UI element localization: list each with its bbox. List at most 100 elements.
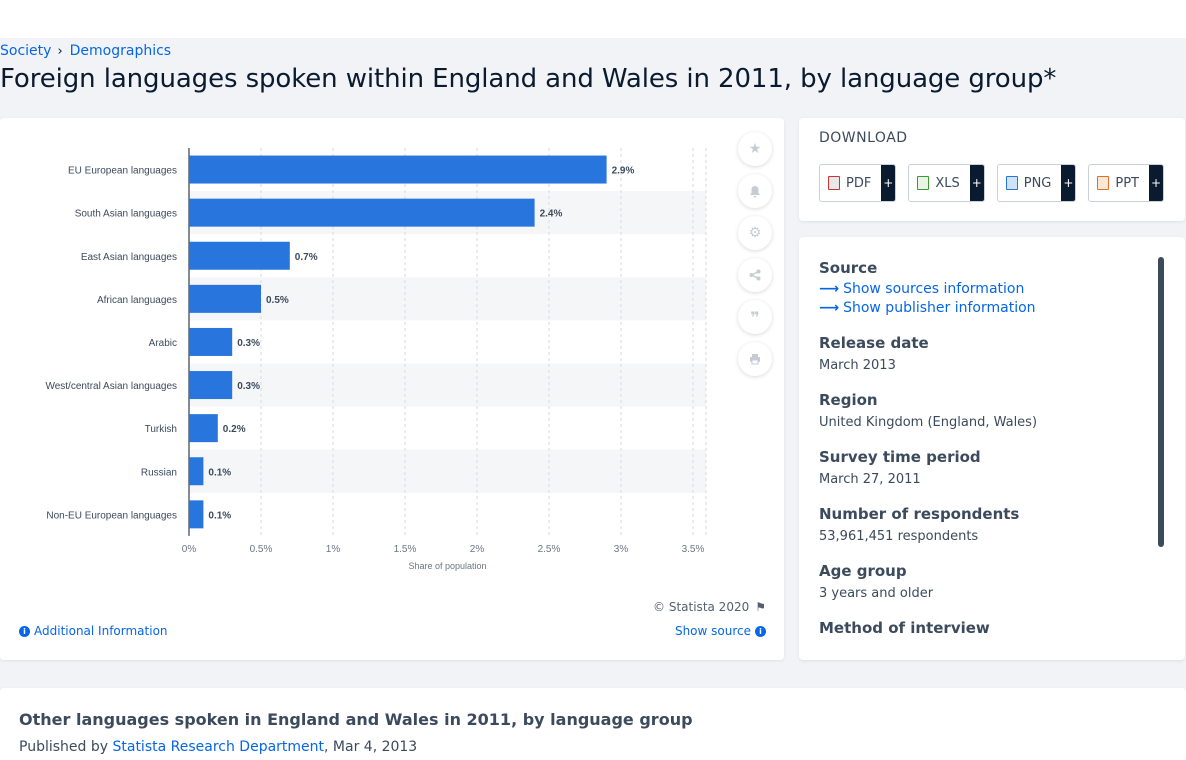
- bar: [189, 155, 607, 184]
- gear-icon[interactable]: ⚙: [738, 216, 772, 250]
- data-label: 0.3%: [237, 338, 260, 349]
- x-tick-label: 3%: [614, 544, 629, 555]
- category-label: South Asian languages: [75, 209, 177, 220]
- download-xls-button[interactable]: XLS +: [908, 164, 985, 202]
- category-label: Turkish: [145, 424, 177, 435]
- survey-period-label: Survey time period: [819, 448, 981, 466]
- info-icon: i: [19, 625, 30, 637]
- bar: [189, 241, 290, 270]
- respondents-value: 53,961,451 respondents: [819, 529, 979, 544]
- top-bar: [0, 0, 1186, 38]
- region-value: United Kingdom (England, Wales): [819, 415, 1038, 430]
- category-label: East Asian languages: [81, 252, 177, 263]
- respondents-section: Number of respondents 53,961,451 respond…: [819, 505, 1149, 544]
- star-icon[interactable]: ★: [738, 132, 772, 166]
- data-label: 0.2%: [223, 424, 246, 435]
- download-png-button[interactable]: PNG +: [996, 164, 1077, 202]
- show-publisher-label: Show publisher information: [843, 300, 1036, 316]
- bar: [189, 457, 204, 486]
- bell-icon[interactable]: [738, 174, 772, 208]
- data-label: 0.1%: [208, 510, 231, 521]
- copyright-text: © Statista 2020: [653, 600, 750, 614]
- info-list: Source ⟶ Show sources information ⟶ Show…: [819, 259, 1149, 655]
- x-tick-label: 2.5%: [538, 544, 561, 555]
- plus-icon: +: [1061, 165, 1076, 201]
- chart-tools: ★ ⚙ ❞: [738, 132, 772, 384]
- survey-period-section: Survey time period March 27, 2011: [819, 448, 1149, 487]
- show-source-link[interactable]: Show source i: [675, 624, 766, 638]
- x-tick-label: 0.5%: [250, 544, 273, 555]
- data-label: 0.1%: [208, 467, 231, 478]
- region-label: Region: [819, 391, 878, 409]
- age-group-label: Age group: [819, 562, 907, 580]
- x-tick-label: 3.5%: [682, 544, 705, 555]
- xls-label: XLS: [935, 175, 960, 191]
- release-date-value: March 2013: [819, 358, 896, 373]
- category-label: EU European languages: [68, 166, 177, 177]
- category-label: Russian: [141, 467, 177, 478]
- download-card: DOWNLOAD PDF + XLS + PNG + PPT +: [799, 118, 1185, 221]
- row-band: [189, 277, 706, 321]
- release-date-label: Release date: [819, 334, 929, 352]
- row-band: [189, 363, 706, 407]
- method-label: Method of interview: [819, 619, 990, 637]
- scrollbar[interactable]: [1158, 257, 1164, 547]
- age-group-value: 3 years and older: [819, 586, 934, 601]
- download-ppt-button[interactable]: PPT +: [1088, 164, 1164, 202]
- breadcrumb-demographics[interactable]: Demographics: [69, 43, 172, 59]
- ppt-label: PPT: [1115, 175, 1139, 191]
- share-icon[interactable]: [738, 258, 772, 292]
- chart-card: 0% 0.5% 1% 1.5% 2% 2.5% 3% 3.5% EU European lang…: [0, 118, 784, 660]
- x-tick-label: 1.5%: [394, 544, 417, 555]
- category-label: Non-EU European languages: [46, 510, 177, 521]
- plus-icon: +: [1149, 165, 1163, 201]
- age-group-section: Age group 3 years and older: [819, 562, 1149, 601]
- x-tick-label: 2%: [470, 544, 485, 555]
- additional-information-link[interactable]: i Additional Information: [19, 624, 168, 638]
- breadcrumb-society[interactable]: Society: [0, 43, 52, 59]
- category-label: Arabic: [149, 338, 177, 349]
- flag-icon[interactable]: ⚑: [755, 600, 766, 614]
- show-sources-label: Show sources information: [843, 281, 1025, 297]
- method-section: Method of interview: [819, 619, 1149, 637]
- page-title: Foreign languages spoken within England …: [0, 64, 1057, 94]
- arrow-right-icon: ⟶: [819, 300, 840, 316]
- xls-file-icon: [917, 176, 930, 190]
- download-title: DOWNLOAD: [819, 130, 908, 146]
- source-label: Source: [819, 259, 878, 277]
- print-icon[interactable]: [738, 342, 772, 376]
- region-section: Region United Kingdom (England, Wales): [819, 391, 1149, 430]
- bar: [189, 198, 535, 227]
- show-sources-link[interactable]: ⟶ Show sources information: [819, 281, 1149, 297]
- chevron-right-icon: ›: [57, 43, 63, 59]
- bar: [189, 371, 233, 400]
- show-publisher-link[interactable]: ⟶ Show publisher information: [819, 300, 1149, 316]
- category-label: West/central Asian languages: [45, 381, 177, 392]
- additional-information-label: Additional Information: [34, 624, 168, 638]
- respondents-label: Number of respondents: [819, 505, 1020, 523]
- related-title[interactable]: Other languages spoken in England and Wa…: [19, 710, 693, 729]
- bar: [189, 284, 261, 313]
- data-label: 0.3%: [237, 381, 260, 392]
- survey-period-value: March 27, 2011: [819, 472, 921, 487]
- png-label: PNG: [1023, 175, 1052, 191]
- bar: [189, 500, 204, 529]
- source-section: Source ⟶ Show sources information ⟶ Show…: [819, 259, 1149, 316]
- arrow-right-icon: ⟶: [819, 281, 840, 297]
- quote-icon[interactable]: ❞: [738, 300, 772, 334]
- published-prefix: Published by: [19, 739, 109, 755]
- show-source-label: Show source: [674, 624, 751, 638]
- category-label: African languages: [97, 295, 177, 306]
- info-icon: i: [755, 625, 766, 637]
- x-tick-label: 0%: [182, 544, 197, 555]
- info-card: Source ⟶ Show sources information ⟶ Show…: [799, 237, 1185, 660]
- plus-icon: +: [881, 165, 896, 201]
- bar: [189, 414, 218, 443]
- plus-icon: +: [969, 165, 984, 201]
- data-label: 2.9%: [612, 166, 635, 177]
- release-date-section: Release date March 2013: [819, 334, 1149, 373]
- download-pdf-button[interactable]: PDF +: [819, 164, 897, 202]
- ppt-file-icon: [1097, 176, 1110, 190]
- publisher-link[interactable]: Statista Research Department: [112, 739, 325, 755]
- data-label: 0.7%: [295, 252, 318, 263]
